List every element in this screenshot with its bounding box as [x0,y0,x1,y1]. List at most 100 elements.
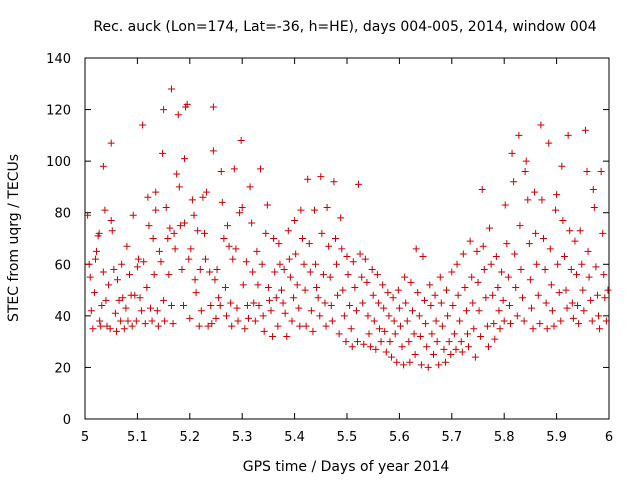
data-point [221,283,229,291]
data-point [169,320,177,328]
data-point [278,286,285,294]
data-point [139,121,147,129]
data-point [279,299,287,307]
data-point [595,312,603,320]
data-point [155,247,163,255]
data-point [105,281,113,289]
data-point [435,361,443,369]
data-point [584,247,592,255]
data-point [449,302,457,310]
data-point [327,302,335,310]
data-point [468,273,476,281]
data-point [185,255,193,263]
data-point [571,237,579,245]
data-point [99,162,107,170]
data-point [458,348,466,356]
data-point [307,307,315,315]
data-point [87,307,95,315]
data-point [560,253,568,261]
data-point [181,155,189,163]
data-point [291,216,299,224]
data-point [358,273,366,281]
x-tick-label: 5.9 [546,430,567,445]
data-point [311,206,319,214]
y-tick-label: 0 [63,413,71,428]
data-point [112,327,120,335]
data-point [138,307,146,315]
data-point [541,265,549,273]
data-point [499,296,507,304]
x-tick-label: 5.2 [179,430,200,445]
data-point [600,271,608,279]
data-point [390,317,398,325]
data-point [195,322,203,330]
data-point [111,309,119,317]
data-point [414,289,422,297]
data-point [276,260,284,268]
data-point [433,338,441,346]
data-point [437,299,445,307]
data-point [262,229,270,237]
data-point [339,286,347,294]
data-point [187,245,195,253]
data-point [389,294,397,302]
data-point [568,299,576,307]
x-axis-label: GPS time / Days of year 2014 [243,459,450,475]
data-point [415,312,423,320]
data-point [495,307,503,315]
data-point [153,307,161,315]
data-point [302,322,310,330]
data-point [338,245,346,253]
data-point [209,147,217,155]
data-point [534,291,542,299]
data-point [393,358,401,366]
data-point [599,229,607,237]
data-point [290,294,298,302]
data-point [456,317,464,325]
y-tick-label: 100 [46,155,71,170]
data-point [469,299,477,307]
data-point [84,211,92,219]
data-point [440,345,448,353]
data-point [220,235,228,242]
data-point [353,338,361,346]
data-point [211,276,219,284]
data-point [511,250,519,258]
data-point [401,273,409,281]
data-point [396,322,404,330]
data-point [379,281,387,289]
data-point [212,314,220,322]
data-point [384,289,392,297]
data-point [321,299,329,307]
data-point [161,317,169,325]
data-point [555,289,563,297]
data-point [457,338,465,346]
x-tick-label: 5.3 [232,430,253,445]
data-point [318,229,326,237]
data-point [585,273,593,281]
data-point [283,332,291,340]
data-point [564,131,572,139]
data-point [423,343,431,351]
data-point [292,250,300,258]
data-point [432,317,440,325]
data-point [580,307,588,315]
data-point [361,255,369,263]
data-point [208,320,216,328]
data-point [486,224,494,232]
data-point [478,186,486,194]
data-point [532,229,540,237]
data-point [537,121,545,129]
data-point [553,191,561,199]
data-point [236,209,244,217]
data-point [227,299,235,307]
data-point [427,302,435,310]
data-point [140,258,148,266]
y-tick-label: 80 [54,207,71,222]
data-point [370,317,378,325]
data-point [197,307,205,315]
data-point [322,322,330,330]
data-point [351,283,359,291]
data-point [238,204,246,212]
data-point [259,312,267,320]
